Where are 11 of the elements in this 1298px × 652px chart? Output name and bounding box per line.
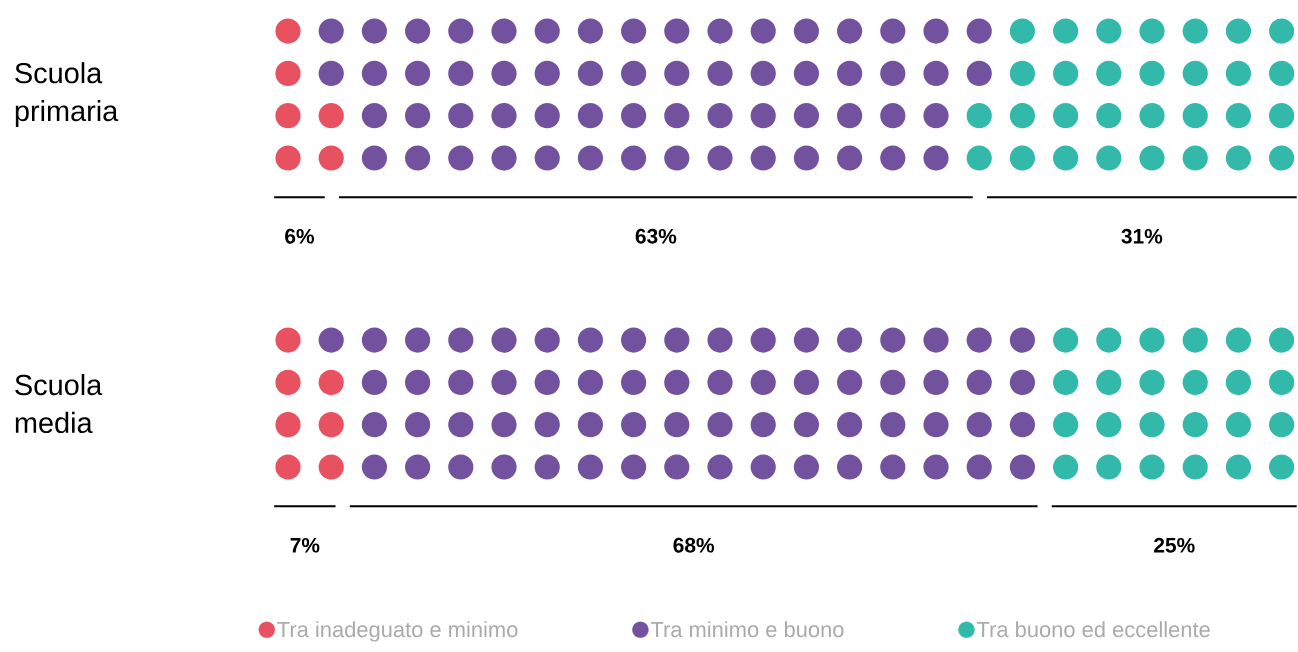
data-label: 63%	[635, 228, 677, 244]
text: Scuola media	[15, 374, 103, 434]
category-label: Tra inadeguato e minimo	[277, 621, 518, 642]
category-label: Tra buono ed eccellente	[976, 621, 1210, 638]
data-label: 68%	[673, 537, 715, 553]
category-label: Tra minimo e buono	[650, 621, 844, 638]
text: Scuola primaria	[15, 62, 119, 127]
data-label: 31%	[1121, 228, 1163, 244]
data-label: 25%	[1154, 537, 1195, 553]
data-label: 7%	[290, 537, 320, 553]
data-label: 6%	[285, 228, 315, 244]
